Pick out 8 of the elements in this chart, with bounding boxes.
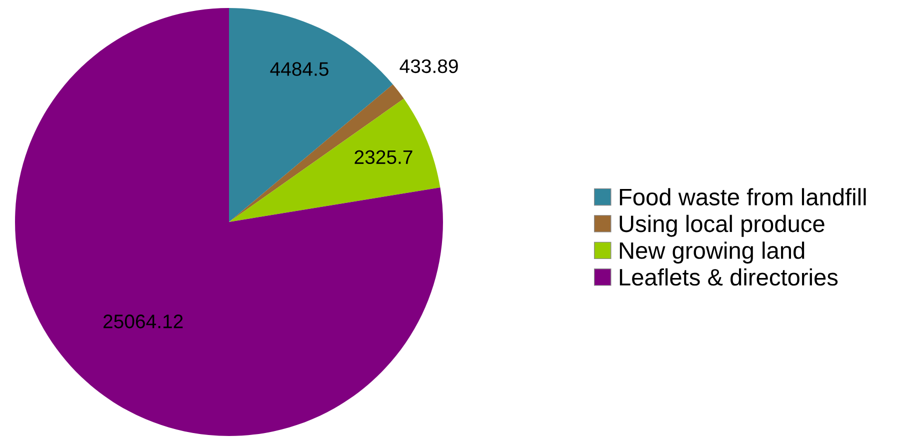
- data-label: 4484.5: [270, 62, 328, 76]
- legend-label: New growing land: [620, 242, 804, 264]
- legend-label: Leaflets & directories: [620, 268, 838, 286]
- data-label: 25064.12: [104, 314, 183, 328]
- data-label: 433.89: [400, 59, 458, 74]
- data-label: 2325.7: [354, 150, 412, 164]
- legend-label: Using local produce: [620, 214, 824, 237]
- legend-label: Food waste from landfill: [620, 188, 866, 206]
